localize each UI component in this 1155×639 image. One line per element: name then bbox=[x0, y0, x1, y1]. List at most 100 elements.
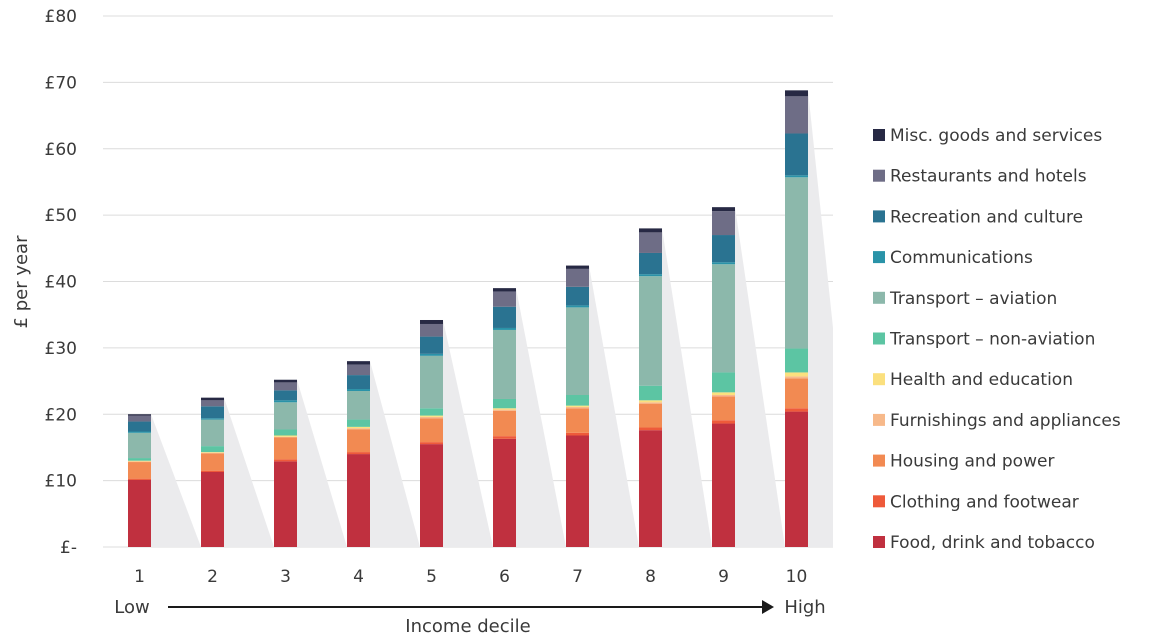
bar-segment bbox=[639, 252, 662, 275]
bar-segment bbox=[566, 305, 589, 308]
bar-segment bbox=[347, 452, 370, 455]
legend-swatch bbox=[873, 291, 885, 304]
bar-segment bbox=[785, 96, 808, 134]
y-tick-label: £20 bbox=[45, 405, 77, 425]
bar-segment bbox=[274, 400, 297, 403]
bar-segment bbox=[493, 288, 516, 292]
bar-shadow bbox=[589, 265, 639, 547]
x-tick-label: 4 bbox=[353, 567, 364, 587]
bar-segment bbox=[128, 462, 151, 479]
legend-label: Restaurants and hotels bbox=[890, 167, 1087, 187]
bar-segment bbox=[712, 211, 735, 236]
bar-segment bbox=[493, 306, 516, 328]
bar-segment bbox=[566, 408, 589, 433]
bar-segment bbox=[347, 389, 370, 392]
bar-segment bbox=[712, 395, 735, 397]
bar-segment bbox=[420, 319, 443, 324]
bar-segment bbox=[785, 177, 808, 349]
bar-segment bbox=[566, 406, 589, 409]
bar-segment bbox=[493, 410, 516, 437]
bar-segment bbox=[128, 432, 151, 459]
bar-segment bbox=[639, 402, 662, 404]
bar-segment bbox=[566, 435, 589, 547]
bar-segment bbox=[201, 400, 224, 407]
bar-segment bbox=[639, 403, 662, 428]
y-axis-ticks: £- £10 £20 £30 £40 £50 £60 £70 £80 bbox=[45, 7, 77, 558]
bar-segment bbox=[128, 460, 151, 462]
bar-segment bbox=[347, 375, 370, 390]
bar-shadow bbox=[808, 90, 833, 547]
bar-segment bbox=[420, 418, 443, 443]
bar-segment bbox=[493, 398, 516, 409]
bar-segment bbox=[639, 427, 662, 431]
x-tick-label: 5 bbox=[426, 567, 437, 587]
x-axis-low-label: Low bbox=[114, 597, 149, 618]
legend-swatch bbox=[873, 251, 885, 264]
bar-segment bbox=[493, 291, 516, 307]
bars bbox=[128, 90, 808, 547]
bar-segment bbox=[712, 262, 735, 265]
bar-segment bbox=[712, 420, 735, 424]
y-tick-label: £- bbox=[60, 538, 77, 558]
legend-swatch bbox=[873, 495, 885, 508]
bar-segment bbox=[274, 437, 297, 460]
x-axis-arrow-head bbox=[762, 600, 774, 614]
bar-segment bbox=[493, 408, 516, 410]
bar-segment bbox=[274, 461, 297, 547]
legend-label: Clothing and footwear bbox=[890, 492, 1079, 512]
bar-segment bbox=[201, 452, 224, 454]
y-tick-label: £70 bbox=[45, 73, 77, 93]
bar-segment bbox=[639, 430, 662, 547]
bar-segment bbox=[347, 426, 370, 429]
bar-segment bbox=[420, 408, 443, 416]
bar-segment bbox=[420, 336, 443, 354]
bar-segment bbox=[274, 390, 297, 401]
legend: Misc. goods and services Restaurants and … bbox=[873, 126, 1121, 553]
bar-segment bbox=[712, 207, 735, 212]
bar-segment bbox=[785, 378, 808, 409]
bar-segment bbox=[566, 265, 589, 269]
legend-label: Transport – aviation bbox=[889, 289, 1057, 309]
bar-segment bbox=[420, 442, 443, 445]
bar-segment bbox=[128, 461, 151, 463]
bar-segment bbox=[420, 444, 443, 547]
bar-shadow bbox=[224, 397, 274, 547]
bar-segment bbox=[128, 478, 151, 480]
bar-segment bbox=[566, 268, 589, 287]
bar-segment bbox=[493, 438, 516, 547]
bar-segment bbox=[785, 376, 808, 379]
bar-segment bbox=[128, 431, 151, 433]
bar-segment bbox=[347, 429, 370, 453]
x-tick-label: 6 bbox=[499, 567, 510, 587]
x-axis-high-label: High bbox=[784, 597, 825, 618]
bar-segment bbox=[420, 353, 443, 356]
x-tick-label: 10 bbox=[786, 567, 808, 587]
legend-swatch bbox=[873, 169, 885, 182]
legend-label: Food, drink and tobacco bbox=[890, 533, 1095, 553]
bar-segment bbox=[274, 379, 297, 383]
bar-segment bbox=[639, 228, 662, 233]
bar-segment bbox=[201, 471, 224, 547]
bar-segment bbox=[347, 454, 370, 547]
bar-segment bbox=[274, 435, 297, 437]
bar-segment bbox=[128, 458, 151, 461]
bar-segment bbox=[639, 276, 662, 386]
bar-segment bbox=[493, 436, 516, 439]
bar-segment bbox=[712, 372, 735, 393]
bar-segment bbox=[201, 446, 224, 453]
y-axis-title: £ per year bbox=[11, 235, 32, 329]
x-tick-label: 9 bbox=[718, 567, 729, 587]
bar-segment bbox=[201, 406, 224, 419]
bar-segment bbox=[128, 421, 151, 432]
x-tick-label: 7 bbox=[572, 567, 583, 587]
bar-segment bbox=[566, 405, 589, 407]
bar-segment bbox=[785, 372, 808, 377]
bar-shadow bbox=[151, 414, 201, 547]
legend-swatch bbox=[873, 454, 885, 467]
bar-segment bbox=[201, 397, 224, 401]
legend-swatch bbox=[873, 536, 885, 548]
x-axis-ticks: 1 2 3 4 5 6 7 8 9 10 bbox=[134, 567, 807, 587]
bar-segment bbox=[785, 133, 808, 176]
bar-segment bbox=[128, 415, 151, 422]
bar-segment bbox=[420, 323, 443, 337]
